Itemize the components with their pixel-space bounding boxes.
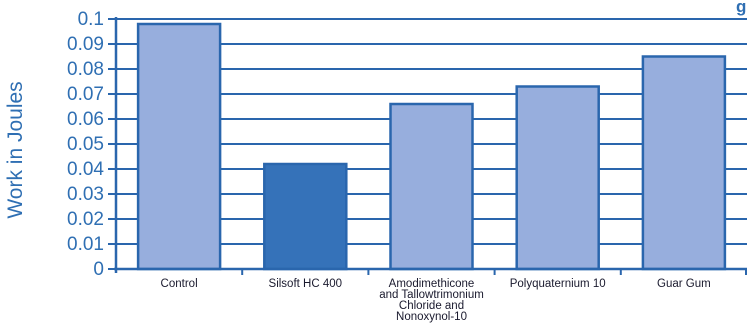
x-tick-label-4-0: Guar Gum xyxy=(657,278,711,290)
y-tick-label-5: 0.05 xyxy=(67,134,104,155)
x-tick-label-2-3: Nonoxynol-10 xyxy=(396,311,467,323)
x-tick-label-1-0: Silsoft HC 400 xyxy=(269,278,343,290)
bar-3 xyxy=(515,85,600,271)
y-tick-label-7: 0.07 xyxy=(67,84,104,105)
y-tick-label-6: 0.06 xyxy=(67,109,104,130)
x-tick-label-2-0: Amodimethicone xyxy=(389,278,475,290)
bar-4 xyxy=(641,55,727,271)
bar-1 xyxy=(263,162,348,271)
bar-2 xyxy=(389,102,474,271)
chart-title-fragment: g xyxy=(736,0,746,16)
x-tick-label-0-0: Control xyxy=(161,278,198,290)
y-tick-labels: 0 0.01 0.02 0.03 0.04 0.05 0.06 0.07 0.08 0.09 0.1 xyxy=(67,9,116,280)
x-tick-label-2-1: and Tallowtrimonium xyxy=(379,289,484,301)
y-tick-label-8: 0.08 xyxy=(67,59,104,80)
y-axis-label: Work in Joules xyxy=(4,81,27,218)
y-tick-label-1: 0.01 xyxy=(67,234,104,255)
y-tick-label-4: 0.04 xyxy=(67,159,104,180)
y-tick-label-0: 0 xyxy=(93,259,104,280)
x-tick-label-2-2: Chloride and xyxy=(399,300,464,312)
y-tick-label-10: 0.1 xyxy=(78,9,104,30)
x-tick-label-3-0: Polyquaternium 10 xyxy=(510,278,606,290)
y-tick-label-2: 0.02 xyxy=(67,209,104,230)
y-tick-label-9: 0.09 xyxy=(67,34,104,55)
y-tick-label-3: 0.03 xyxy=(67,184,104,205)
bars xyxy=(136,22,727,271)
bar-0 xyxy=(136,22,222,271)
